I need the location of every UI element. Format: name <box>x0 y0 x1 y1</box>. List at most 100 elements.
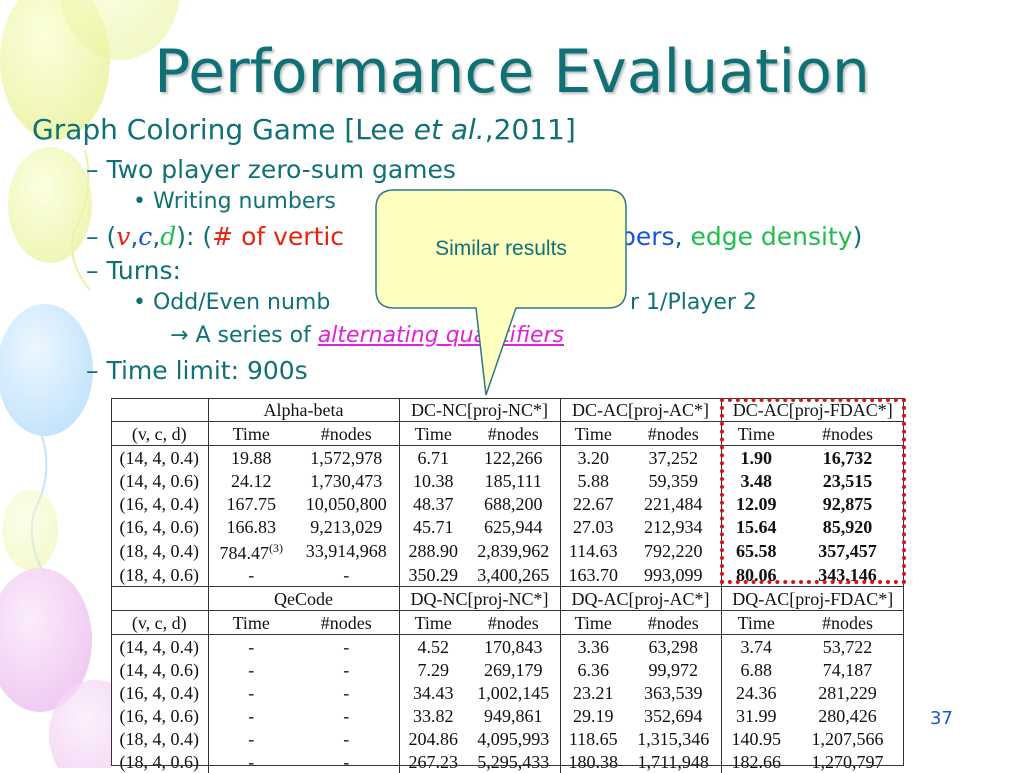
table-cell: 1,002,145 <box>467 681 561 704</box>
table-group-header: DQ-AC[proj-FDAC*] <box>721 586 904 611</box>
table-group-header: DQ-NC[proj-NC*] <box>399 586 561 611</box>
bullet-parameters-tail: bers, edge density) <box>620 224 862 249</box>
table-cell: 16,732 <box>822 447 873 468</box>
bullet-turns: – Turns: <box>86 258 181 283</box>
table-corner-cell <box>111 398 209 422</box>
table-cell: 114.63 <box>568 540 618 561</box>
table-group-header-row: Alpha-beta DC-NC[proj-NC*] DC-AC[proj-AC*]… <box>111 398 904 422</box>
bullet-text-end: ,2011] <box>484 113 576 146</box>
table-row: (16, 4, 0.6) - -33.82 949,861 29.19 352,694 31… <box>111 704 904 727</box>
table-cell: - <box>248 636 255 657</box>
table-cell: 4,095,993 <box>467 727 561 750</box>
table-cell: 6.36 <box>577 659 610 680</box>
table-cell: 170,843 <box>467 634 561 658</box>
var-c: c <box>138 222 153 251</box>
table-cell: 1,270,797 <box>811 751 884 772</box>
table-column-header: #nodes <box>294 421 400 446</box>
paren-end: ) <box>852 222 863 251</box>
table-cell: 350.29 <box>408 564 459 585</box>
table-cell: 3.48 <box>740 470 773 491</box>
bullet-text: r 1/Player 2 <box>630 290 757 315</box>
table-cell: 5.88 <box>577 470 610 491</box>
table-cell: - <box>294 563 400 587</box>
table-cell: 1.90 <box>740 447 773 468</box>
separator: , <box>130 222 139 251</box>
table-column-header: Time <box>560 421 626 446</box>
table-cell: 53,722 <box>822 636 873 657</box>
table-cell: 1,207,566 <box>811 728 884 749</box>
table-cell: 280,426 <box>818 705 877 726</box>
table-cell: 288.90 <box>408 540 459 561</box>
page-number: 37 <box>930 708 953 729</box>
table-row-label: (16, 4, 0.4) <box>111 492 209 515</box>
separator: , <box>674 222 691 251</box>
footnote-marker: (3) <box>269 541 283 555</box>
table-cell: - <box>248 728 255 749</box>
bullet-text: Time limit: 900s <box>106 356 308 385</box>
table-cell: 204.86 <box>408 728 459 749</box>
dot-marker: • <box>133 189 153 214</box>
table-row-label: (16, 4, 0.6) <box>111 704 209 727</box>
table-cell: 792,220 <box>626 538 722 563</box>
bullet-text: Two player zero-sum games <box>106 155 456 184</box>
table-column-header: Time <box>208 610 294 635</box>
dash-marker: – <box>86 256 107 285</box>
table-cell: 949,861 <box>467 704 561 727</box>
table-cell: 167.75 <box>226 493 277 514</box>
table-cell: 15.64 <box>736 516 777 537</box>
table-cell: 5,295,433 <box>467 750 561 773</box>
table-group-header: DC-AC[proj-FDAC*] <box>721 398 904 422</box>
table-cell: 48.37 <box>413 493 454 514</box>
table-cell: 24.12 <box>231 470 272 491</box>
table-row-label: (18, 4, 0.4) <box>111 538 209 563</box>
dash-marker: – <box>86 222 107 251</box>
table-vars-header: (v, c, d) <box>111 421 209 446</box>
table-column-header: Time <box>721 421 791 446</box>
table-cell: 37,252 <box>626 445 722 469</box>
table-cell: 118.65 <box>568 728 618 749</box>
table-cell: - <box>294 750 400 773</box>
table-cell: 45.71 <box>413 516 454 537</box>
table-row: (18, 4, 0.6) - -350.29 3,400,265 163.70 993,0… <box>111 563 904 587</box>
dash-marker: – <box>86 356 107 385</box>
table-cell: 1,315,346 <box>626 727 722 750</box>
paren-open: ( <box>106 222 117 251</box>
table-cell: 166.83 <box>226 516 277 537</box>
similar-results-callout: Similar results <box>375 189 627 396</box>
bullet-text: A series of <box>195 323 318 348</box>
paren-close: ): ( <box>176 222 213 251</box>
table-column-header: #nodes <box>467 421 561 446</box>
table-group-header: QeCode <box>208 586 400 611</box>
dash-marker: – <box>86 155 107 184</box>
table-cell: 3,400,265 <box>467 563 561 587</box>
table-cell: 352,694 <box>626 704 722 727</box>
table-row: (18, 4, 0.4) 784.47(3) 33,914,968 288.90 2,8… <box>111 538 904 563</box>
table-cell: 182.66 <box>731 751 782 772</box>
table-cell: 625,944 <box>467 515 561 538</box>
table-cell: 343,146 <box>818 564 877 585</box>
table-row-label: (16, 4, 0.6) <box>111 515 209 538</box>
table-cell: 59,359 <box>626 469 722 492</box>
table-row-label: (18, 4, 0.4) <box>111 727 209 750</box>
bullet-italic: et al. <box>413 113 485 146</box>
table-column-header: Time <box>208 421 294 446</box>
table-cell: 74,187 <box>822 659 873 680</box>
table-cell: 221,484 <box>626 492 722 515</box>
table-group-header: Alpha-beta <box>208 398 400 422</box>
table-cell: - <box>248 751 255 772</box>
table-row: (14, 4, 0.4) 19.88 1,572,978 6.71 122,266 3.2… <box>111 445 904 469</box>
slide-title: Performance Evaluation <box>154 37 870 107</box>
table-row: (18, 4, 0.6) - -267.23 5,295,433 180.38 1,711… <box>111 750 904 773</box>
table-cell: 31.99 <box>736 705 777 726</box>
table-cell: - <box>294 727 400 750</box>
vertices-label: # of vertic <box>212 222 345 251</box>
table-cell: 9,213,029 <box>294 515 400 538</box>
table-column-header: Time <box>721 610 791 635</box>
table-column-header: #nodes <box>626 610 722 635</box>
bullet-text: Odd/Even numb <box>152 290 331 315</box>
table-group-header: DC-NC[proj-NC*] <box>399 398 561 422</box>
table-cell: - <box>248 659 255 680</box>
table-cell: 65.58 <box>736 540 777 561</box>
table-column-header: Time <box>560 610 626 635</box>
table-cell: 24.36 <box>736 682 777 703</box>
